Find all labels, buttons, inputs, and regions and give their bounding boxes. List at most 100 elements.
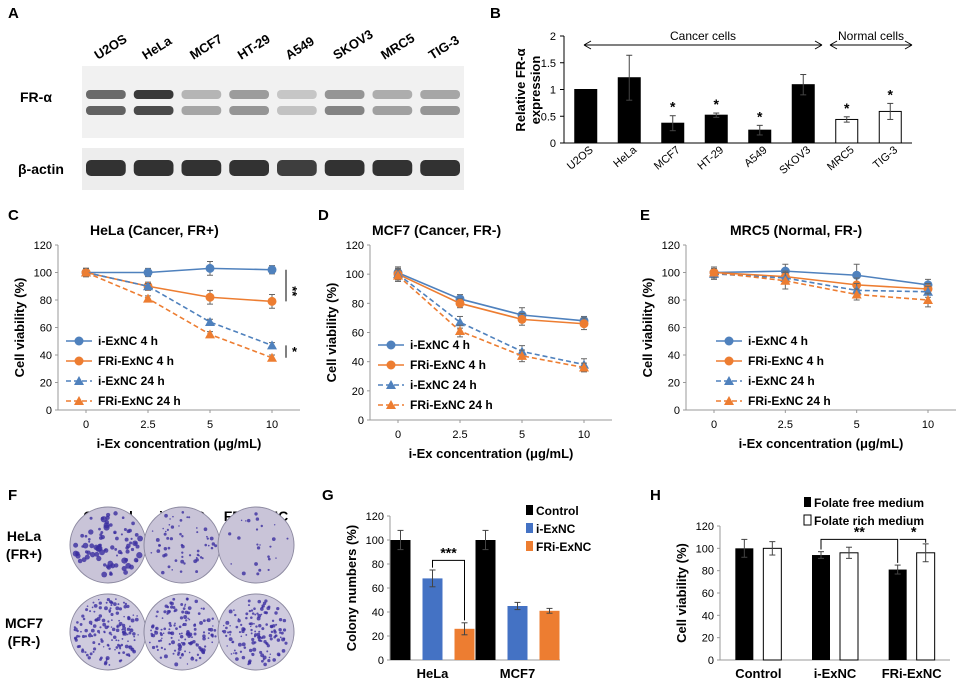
colony (108, 631, 112, 635)
colony (273, 629, 276, 632)
colony (103, 662, 108, 666)
y-tick-label: 100 (346, 269, 364, 281)
colony (82, 617, 86, 621)
panel-h-bar-chart: 0 20 40 60 80 100 120 Cell viability (%) Control… (674, 496, 950, 681)
x-tick-label: 5 (519, 429, 525, 441)
colony (81, 634, 86, 639)
colony (163, 654, 168, 659)
colony (256, 543, 259, 546)
colony (169, 518, 171, 520)
y-tick-label: 20 (40, 378, 52, 390)
colony (120, 533, 123, 536)
legend-label: i-ExNC 24 h (410, 378, 477, 392)
colony (160, 628, 163, 631)
bar (475, 540, 496, 660)
colony (183, 615, 188, 619)
colony (210, 546, 214, 550)
colony (133, 635, 136, 638)
colony (173, 624, 176, 627)
colony (235, 657, 239, 661)
colony (263, 662, 267, 667)
legend-label: FRi-ExNC 4 h (98, 354, 174, 368)
series-line (713, 270, 929, 286)
series-line (397, 271, 585, 322)
colony (174, 622, 176, 625)
panel-a-western-blot: U2OS HeLa MCF7 HT-29 A549 SKOV3 MRC5 TIG-3 FR-α β… (18, 26, 464, 190)
colony (193, 632, 197, 636)
colony (125, 562, 132, 569)
colony (121, 566, 127, 572)
colony (195, 570, 199, 574)
colony (131, 521, 135, 526)
colony (276, 638, 281, 642)
data-point (517, 314, 527, 324)
colony (278, 617, 283, 622)
colony (188, 554, 192, 557)
lane-label: SKOV3 (330, 26, 375, 62)
colony (241, 655, 246, 660)
colony (275, 557, 277, 559)
colony (177, 642, 182, 647)
colony (181, 551, 184, 554)
colony (89, 632, 91, 635)
colony (150, 551, 153, 554)
arrow-heads (829, 40, 913, 50)
colony (98, 614, 103, 618)
colony (237, 642, 242, 647)
colony (99, 533, 103, 537)
bar (454, 628, 475, 660)
chart-title: HeLa (Cancer, FR+) (90, 222, 219, 238)
x-tick-label: 2.5 (452, 429, 467, 441)
legend-label: FRi-ExNC (536, 540, 592, 554)
legend-label: Folate free medium (814, 496, 924, 510)
colony (248, 648, 253, 653)
colony (181, 535, 184, 538)
colony (249, 622, 254, 626)
colony (122, 651, 126, 655)
colony (118, 607, 123, 611)
colony (203, 527, 208, 532)
colony (110, 604, 113, 607)
legend-marker (724, 396, 734, 405)
significance-bracket (899, 538, 927, 543)
y-tick-label: 80 (372, 559, 384, 571)
colony (253, 622, 255, 625)
colony (117, 651, 121, 655)
colony (84, 628, 88, 633)
colony (251, 637, 255, 642)
lane-label: U2OS (92, 31, 130, 63)
colony (228, 637, 233, 642)
colony (132, 632, 136, 636)
colony (258, 568, 262, 572)
colony (158, 639, 161, 643)
colony (120, 643, 124, 647)
legend-marker (386, 360, 396, 370)
colony (160, 646, 164, 650)
colony (137, 634, 139, 636)
colony (255, 517, 260, 521)
colony (104, 548, 107, 552)
colony (252, 647, 257, 652)
colony (197, 612, 201, 615)
colony (273, 635, 277, 639)
colony (123, 527, 127, 531)
colony (206, 537, 209, 540)
bar (539, 610, 560, 660)
colony (241, 571, 246, 576)
panel-letter-d: D (318, 207, 329, 224)
colony (156, 549, 161, 553)
colony (211, 635, 214, 638)
blot-band-actin (372, 160, 413, 176)
colony (260, 636, 263, 640)
colony (237, 618, 241, 623)
data-point (393, 270, 403, 280)
colony (126, 543, 131, 549)
colony (115, 606, 120, 611)
colony (260, 613, 263, 616)
colony (126, 633, 129, 636)
colony (166, 528, 169, 531)
colony (99, 626, 102, 629)
colony (100, 516, 107, 523)
colony (202, 607, 205, 610)
colony (193, 559, 198, 564)
